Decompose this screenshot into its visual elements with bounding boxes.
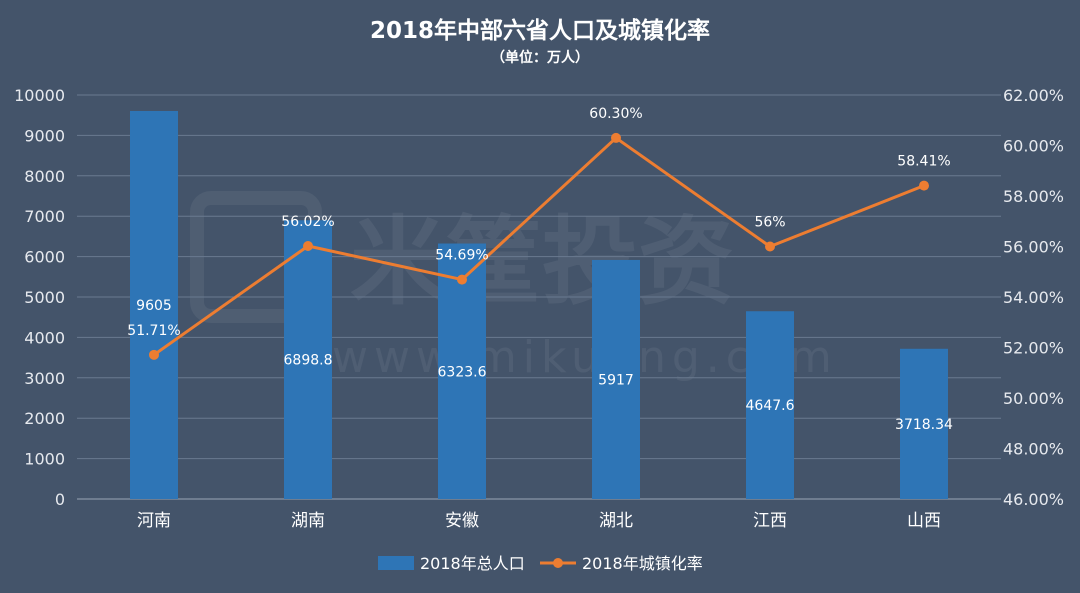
y-right-tick-label: 46.00% — [1003, 490, 1064, 509]
x-category-label: 江西 — [753, 511, 787, 531]
y-left-tick-label: 3000 — [24, 369, 65, 388]
bar-data-label: 6898.8 — [284, 353, 333, 369]
bar — [130, 110, 178, 499]
line-point — [919, 180, 929, 191]
line-data-label: 51.71% — [127, 323, 180, 339]
chart-subtitle: （单位：万人） — [491, 49, 589, 66]
line-data-label: 54.69% — [435, 248, 488, 264]
bar-series — [130, 110, 948, 499]
gridlines — [77, 94, 1001, 500]
bar — [438, 243, 486, 499]
line-series — [149, 132, 929, 360]
x-category-label: 湖南 — [291, 511, 325, 531]
y-axis-right: 46.00% 48.00% 50.00% 52.00% 54.00% 56.00% 58.0… — [1003, 86, 1064, 509]
line-point — [303, 240, 313, 251]
line-point — [611, 132, 621, 143]
x-category-label: 湖北 — [599, 511, 633, 531]
y-right-tick-label: 58.00% — [1003, 187, 1064, 206]
y-left-tick-label: 2000 — [24, 409, 65, 428]
bar-data-label: 4647.6 — [746, 398, 795, 414]
legend-line-marker — [553, 558, 563, 568]
y-left-tick-label: 1000 — [24, 450, 65, 469]
y-right-tick-label: 62.00% — [1003, 86, 1064, 105]
y-left-tick-label: 9000 — [24, 126, 65, 145]
bar-data-labels: 9605 6898.8 6323.6 5917 4647.6 3718.34 — [136, 298, 953, 433]
y-left-tick-label: 8000 — [24, 167, 65, 186]
bar — [592, 259, 640, 499]
bar-data-label: 5917 — [598, 372, 634, 388]
y-right-tick-label: 60.00% — [1003, 137, 1064, 156]
x-axis: 河南 湖南 安徽 湖北 江西 山西 — [137, 511, 941, 531]
bar — [900, 348, 948, 499]
bar-data-label: 9605 — [136, 298, 172, 314]
bar — [746, 311, 794, 499]
y-right-tick-label: 48.00% — [1003, 440, 1064, 459]
y-right-tick-label: 56.00% — [1003, 238, 1064, 257]
line-data-label: 56.02% — [281, 214, 334, 230]
y-right-tick-label: 52.00% — [1003, 339, 1064, 358]
legend: 2018年总人口 2018年城镇化率 — [378, 554, 703, 573]
bar-data-label: 3718.34 — [895, 417, 953, 433]
x-category-label: 山西 — [907, 511, 941, 531]
bar-data-label: 6323.6 — [438, 364, 487, 380]
chart-title: 2018年中部六省人口及城镇化率 — [370, 17, 710, 44]
legend-bar-label: 2018年总人口 — [420, 554, 525, 573]
watermark-text: 米筐投资 — [350, 206, 734, 318]
line-data-labels: 51.71% 56.02% 54.69% 60.30% 56% 58.41% — [127, 106, 950, 339]
line-point — [765, 241, 775, 252]
line-path — [153, 136, 925, 357]
y-left-tick-label: 0 — [55, 490, 65, 509]
y-right-tick-label: 54.00% — [1003, 288, 1064, 307]
line-point — [149, 349, 159, 360]
y-left-tick-label: 6000 — [24, 248, 65, 267]
legend-bar-swatch — [378, 556, 414, 570]
x-category-label: 河南 — [137, 511, 171, 531]
x-category-label: 安徽 — [445, 511, 479, 531]
line-data-label: 58.41% — [897, 154, 950, 170]
y-left-tick-label: 5000 — [24, 288, 65, 307]
y-axis-left: 0 1000 2000 3000 4000 5000 6000 7000 8000 9000 100… — [14, 86, 65, 509]
watermark: 米筐投资 www.mikuang.com — [190, 191, 832, 383]
y-left-tick-label: 7000 — [24, 207, 65, 226]
y-right-tick-label: 50.00% — [1003, 389, 1064, 408]
line-data-label: 60.30% — [589, 106, 642, 122]
y-left-tick-label: 4000 — [24, 328, 65, 347]
line-data-label: 56% — [754, 215, 785, 231]
bar — [284, 220, 332, 499]
line-point — [457, 274, 467, 285]
y-left-tick-label: 10000 — [14, 86, 65, 105]
legend-line-label: 2018年城镇化率 — [582, 554, 703, 573]
